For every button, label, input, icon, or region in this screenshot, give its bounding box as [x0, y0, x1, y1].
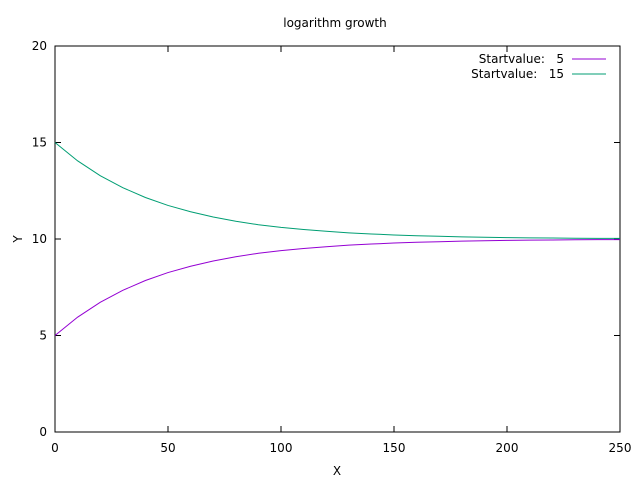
axis-tick-labels: 0 50 100 150 200 250 0 5 10 15 20 — [32, 39, 632, 455]
plot-frame — [54, 45, 621, 433]
y-tick-label: 0 — [39, 425, 47, 439]
legend-label-2: Startvalue: 15 — [471, 67, 564, 81]
series-lines — [54, 142, 620, 336]
x-axis-label: X — [333, 464, 341, 478]
x-tick-label: 200 — [496, 441, 519, 455]
series-line-2 — [54, 142, 620, 239]
legend-label-1: Startvalue: 5 — [479, 52, 564, 66]
axis-ticks — [54, 45, 621, 433]
y-tick-label: 5 — [39, 329, 47, 343]
x-tick-label: 0 — [51, 441, 59, 455]
y-axis-label: Y — [11, 235, 25, 244]
x-tick-label: 150 — [383, 441, 406, 455]
series-line-1 — [54, 239, 620, 336]
y-tick-label: 15 — [32, 136, 47, 150]
x-tick-label: 50 — [160, 441, 175, 455]
x-tick-label: 100 — [270, 441, 293, 455]
chart-title: logarithm growth — [283, 16, 386, 30]
x-tick-label: 250 — [609, 441, 632, 455]
y-tick-label: 20 — [32, 39, 47, 53]
y-tick-label: 10 — [32, 232, 47, 246]
